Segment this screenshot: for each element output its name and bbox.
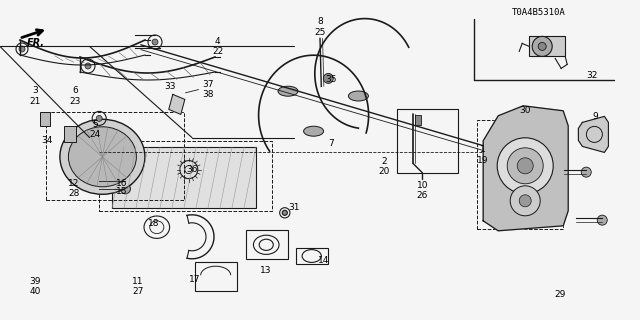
Text: 15: 15 [116,188,127,196]
Text: 6
23: 6 23 [70,86,81,106]
Circle shape [323,73,333,84]
Circle shape [152,39,158,45]
Text: 3
21: 3 21 [29,86,41,106]
Text: T0A4B5310A: T0A4B5310A [512,8,566,17]
Text: 29: 29 [554,290,566,299]
Circle shape [19,46,25,52]
Text: 14: 14 [317,256,329,265]
Circle shape [497,138,553,194]
Polygon shape [483,106,568,231]
Ellipse shape [68,127,136,187]
Bar [112,147,256,208]
Text: 17: 17 [189,276,201,284]
Circle shape [517,158,533,174]
Text: FR.: FR. [27,38,45,48]
Text: 34: 34 [41,136,52,145]
Bar [397,109,458,173]
Text: 10
26: 10 26 [417,181,428,200]
Ellipse shape [60,119,145,194]
Bar [64,126,76,142]
Text: 8
25: 8 25 [314,18,326,37]
Bar [529,36,565,56]
Circle shape [510,186,540,216]
Text: 33: 33 [164,82,175,91]
Text: 1
19: 1 19 [477,146,489,165]
Text: 16: 16 [116,180,127,188]
Polygon shape [579,116,609,152]
Circle shape [120,184,131,194]
Polygon shape [169,94,185,114]
Text: 9: 9 [593,112,598,121]
Text: 13: 13 [260,266,271,275]
Ellipse shape [278,86,298,96]
Circle shape [85,63,91,69]
Bar [46,112,184,200]
Ellipse shape [303,126,324,136]
Text: 5
24: 5 24 [89,120,100,139]
Bar [296,248,328,264]
Text: 36: 36 [186,165,198,174]
Text: 31: 31 [289,204,300,212]
Text: 37
38: 37 38 [202,80,214,99]
Text: 32: 32 [586,71,598,80]
Ellipse shape [348,91,369,101]
Bar [40,112,50,126]
Circle shape [508,148,543,184]
Text: 11
27: 11 27 [132,277,143,296]
Text: 18: 18 [148,220,159,228]
Bar [195,262,237,291]
Text: 39
40: 39 40 [29,277,41,296]
Text: 2
20: 2 20 [378,157,390,176]
Text: 4
22: 4 22 [212,37,223,56]
Circle shape [123,176,133,186]
Text: 30: 30 [519,106,531,115]
Circle shape [532,36,552,56]
Bar [99,141,272,211]
Bar [246,230,288,259]
Circle shape [581,167,591,177]
Text: 7: 7 [329,140,334,148]
Text: 12
28: 12 28 [68,179,79,198]
Bar [477,120,563,229]
Circle shape [538,42,546,50]
Circle shape [282,210,287,215]
Circle shape [597,215,607,225]
Circle shape [96,116,102,121]
Circle shape [519,195,531,207]
Bar [415,115,421,125]
Text: 35: 35 [326,76,337,84]
